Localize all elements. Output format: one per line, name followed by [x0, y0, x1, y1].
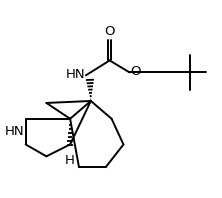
- Text: O: O: [130, 65, 141, 78]
- Text: HN: HN: [5, 125, 25, 138]
- Text: HN: HN: [65, 68, 85, 81]
- Text: O: O: [104, 25, 115, 38]
- Text: H: H: [65, 154, 75, 167]
